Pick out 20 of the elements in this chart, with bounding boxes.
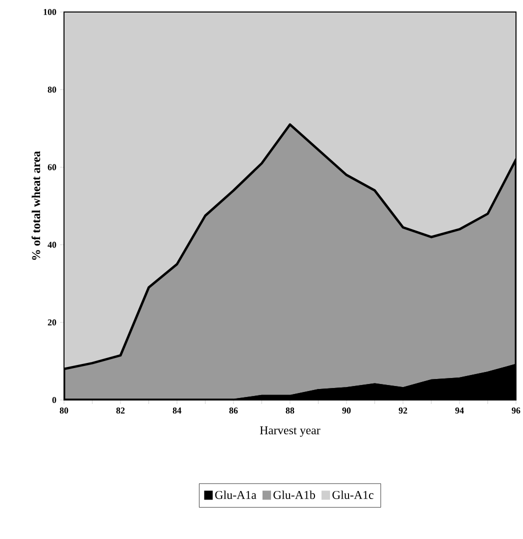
legend-label: Glu-A1a: [215, 490, 256, 499]
x-tick-label: 80: [60, 408, 68, 414]
y-tick-label: 40: [48, 242, 56, 248]
x-tick-label: 92: [398, 408, 408, 414]
y-tick-label: 100: [44, 8, 56, 16]
legend-label: Glu-A1b: [273, 490, 316, 499]
x-axis-title: Harvest year: [260, 426, 320, 437]
x-tick-label: 82: [116, 408, 125, 414]
legend-label: Glu-A1c: [332, 490, 374, 499]
x-tick-label: 94: [455, 408, 464, 414]
y-axis-title: % of total wheat area: [32, 151, 40, 260]
x-tick-label: 90: [342, 408, 351, 414]
y-tick-label: 0: [52, 396, 56, 404]
y-tick-label: 80: [48, 86, 56, 93]
x-tick-label: 88: [286, 408, 294, 414]
y-tick-label: 60: [48, 164, 56, 170]
x-tick-label: 96: [512, 408, 520, 414]
x-tick-label: 84: [172, 408, 182, 414]
y-tick-label: 20: [48, 319, 56, 326]
x-tick-label: 86: [229, 408, 238, 414]
